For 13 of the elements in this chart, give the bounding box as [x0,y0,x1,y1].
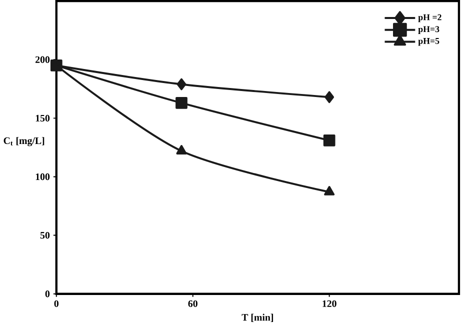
y-axis-title: C$_{t}$ [mg/L] [4,137,44,146]
legend-label: pH =2 [418,14,442,22]
legend-label: pH=3 [418,26,440,34]
legend-label: pH=5 [418,38,440,46]
x-tick-label: 120 [322,300,336,308]
y-tick-label: 100 [36,173,50,180]
y-tick-label: 150 [36,114,50,122]
x-tick-label: 0 [54,300,58,308]
y-tick-label: 50 [40,232,50,239]
y-tick-label: 0 [45,290,50,298]
x-tick-label: 60 [188,300,198,308]
x-axis-title: T [min] [242,314,274,322]
y-tick-label: 200 [36,56,50,64]
